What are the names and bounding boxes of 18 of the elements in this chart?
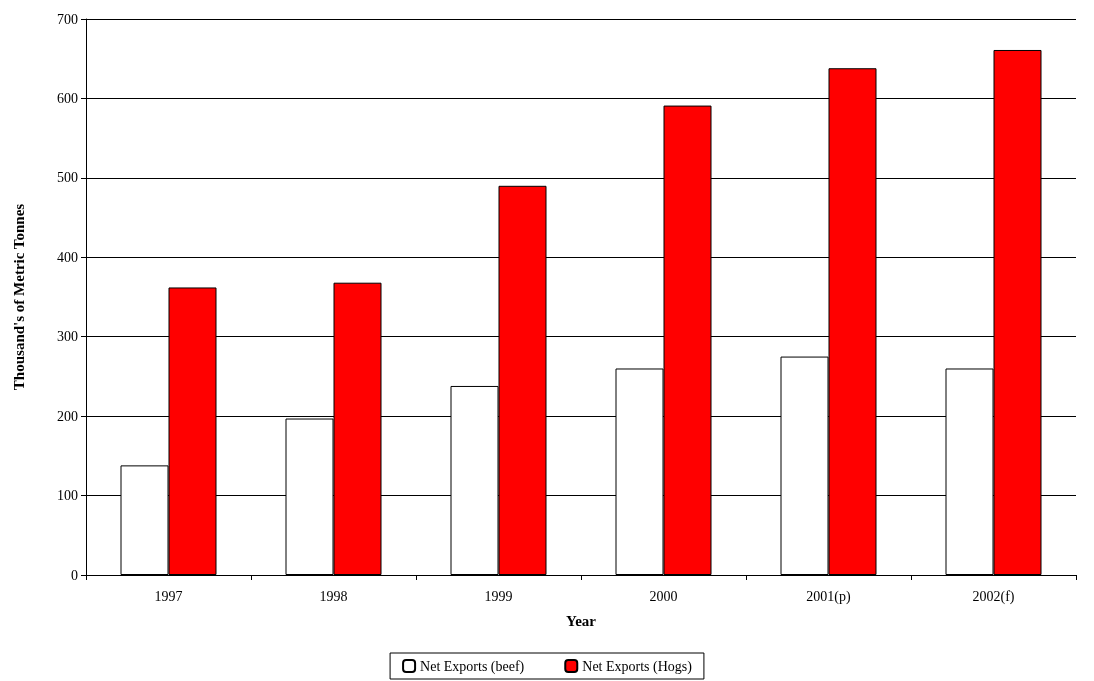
y-tick-label: 300 xyxy=(57,329,78,345)
x-axis-title: Year xyxy=(566,612,597,629)
x-tick-label: 1997 xyxy=(154,588,183,604)
y-tick-label: 400 xyxy=(57,249,78,265)
legend-label: Net Exports (Hogs) xyxy=(582,658,693,675)
y-tick-label: 200 xyxy=(57,408,78,424)
legend-label: Net Exports (beef) xyxy=(420,658,525,675)
x-tick-label: 1999 xyxy=(484,588,513,604)
y-tick-label: 700 xyxy=(57,11,78,27)
y-tick-label: 0 xyxy=(71,567,78,583)
y-axis-title: Thousand's of Metric Tonnes xyxy=(10,203,27,391)
x-tick-label: 2001(p) xyxy=(806,588,851,605)
x-tick-label: 2000 xyxy=(649,588,678,604)
x-tick-label: 1998 xyxy=(319,588,348,604)
y-tick-label: 500 xyxy=(57,170,78,186)
y-tick-label: 100 xyxy=(57,488,78,504)
y-tick-label: 600 xyxy=(57,90,78,106)
x-tick-label: 2002(f) xyxy=(972,588,1015,605)
